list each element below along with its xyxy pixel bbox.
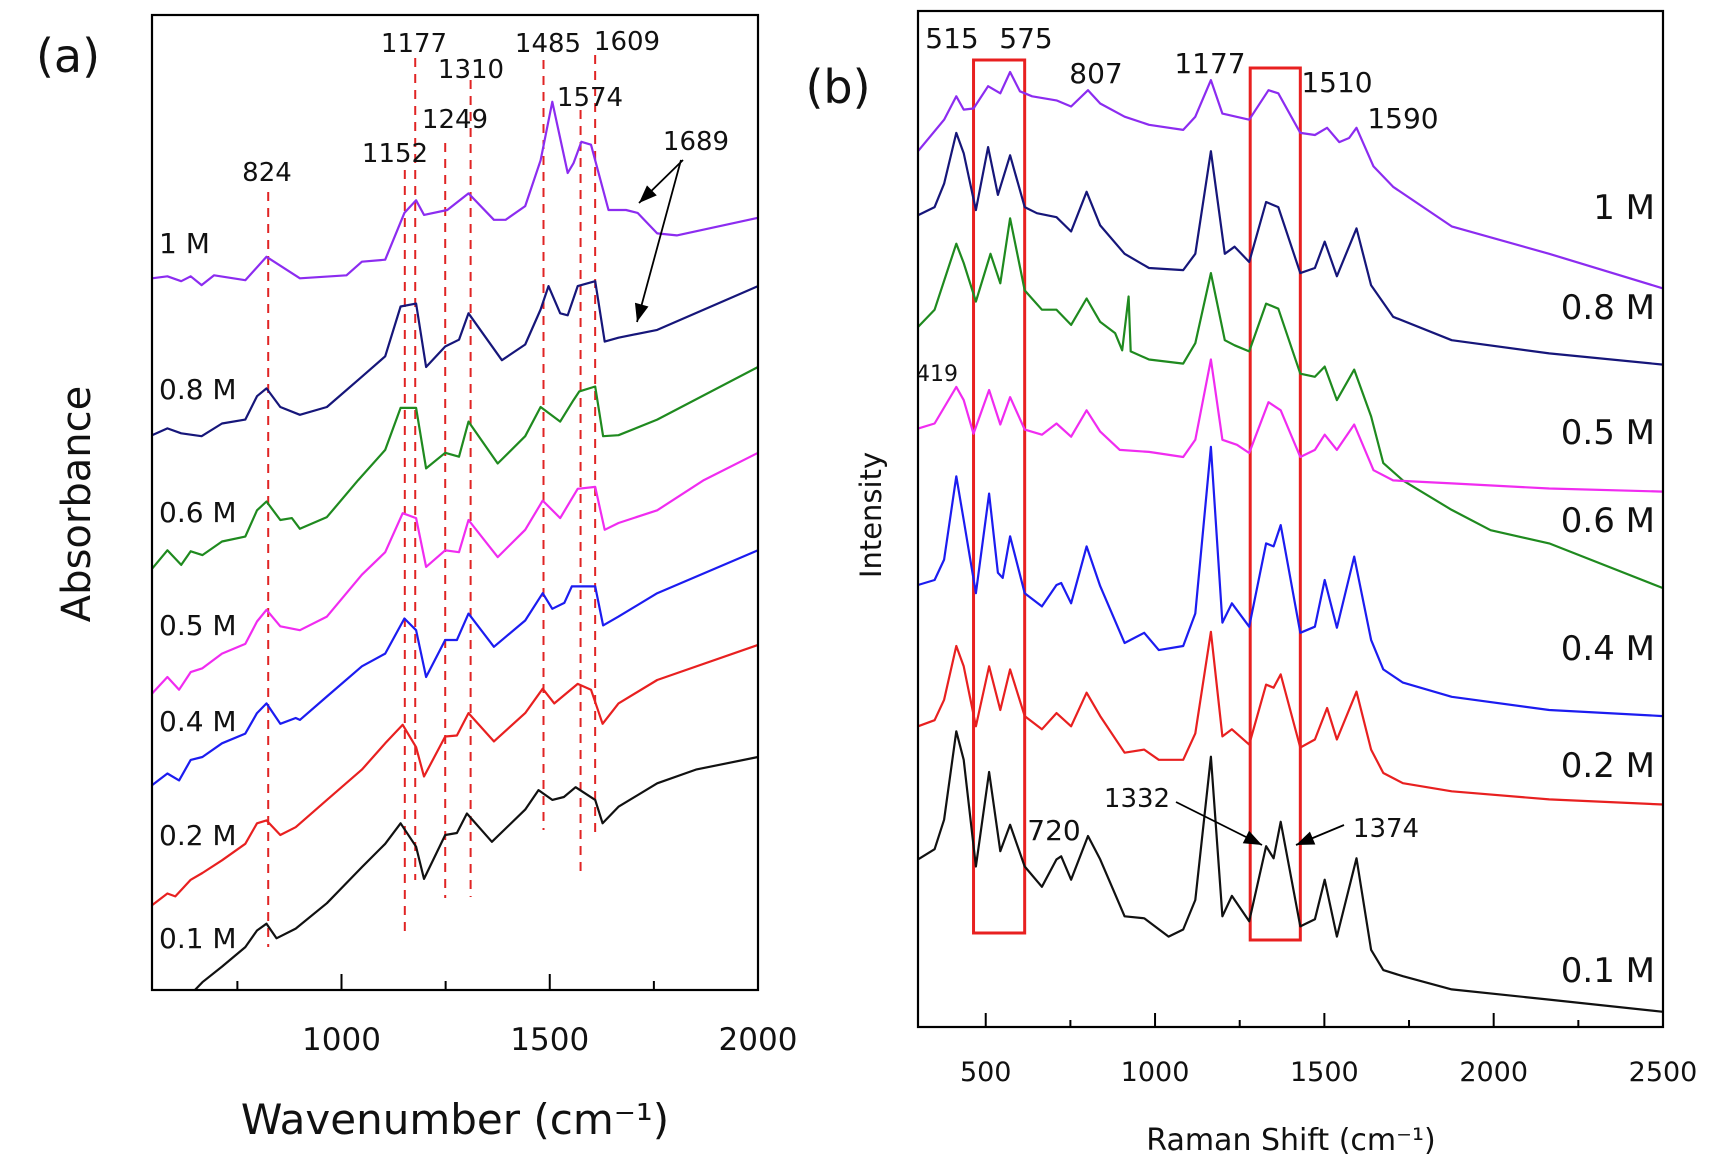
panel-a-label: (a) (36, 29, 100, 83)
panel-a-ftir: (a) Absorbance Wavenumber (cm⁻¹) 1000 150… (36, 13, 798, 1144)
panel-b-x-axis: 500 1000 1500 2000 2500 (960, 1013, 1697, 1088)
panel-b-series-labels: 1 M 0.8 M 0.6 M 0.5 M 0.4 M 0.2 M 0.1 M (1561, 188, 1655, 991)
series-line-02M (151, 643, 759, 907)
panel-b-y-axis-title: Intensity (854, 452, 888, 578)
series-line-04M (917, 445, 1664, 718)
series-line-05M (151, 451, 759, 695)
peak-annotation: 515 (925, 22, 978, 55)
peak-annotation: 575 (999, 22, 1052, 55)
panel-b-x-axis-title: Raman Shift (cm⁻¹) (1146, 1123, 1435, 1158)
arrow-head-icon (634, 302, 649, 322)
series-label: 0.4 M (1561, 629, 1655, 669)
series-label: 0.1 M (159, 922, 237, 955)
x-tick-label: 1000 (1121, 1057, 1190, 1088)
series-label: 1 M (1593, 188, 1655, 228)
series-line-02M (917, 630, 1664, 806)
peak-annotation: 720 (1027, 814, 1080, 847)
series-label: 0.2 M (159, 819, 237, 852)
arrow-head-icon (1296, 831, 1316, 845)
series-label: 0.8 M (1561, 288, 1655, 328)
peak-annotation: 1510 (1301, 66, 1372, 99)
series-line-06M (151, 366, 759, 570)
panel-a-x-axis-title: Wavenumber (cm⁻¹) (241, 1095, 669, 1144)
series-line-1M (151, 100, 759, 287)
series-label: 0.5 M (159, 609, 237, 642)
series-line-08M (151, 280, 759, 438)
series-line-04M (151, 549, 759, 787)
peak-annotation: 807 (1069, 57, 1122, 90)
series-label: 0.8 M (159, 373, 237, 406)
series-line-1M (917, 70, 1664, 290)
series-label: 0.6 M (159, 496, 237, 529)
annotation-arrow (636, 159, 682, 323)
series-label: 0.5 M (1561, 413, 1655, 453)
series-label: 0.2 M (1561, 746, 1655, 786)
peak-annotation: 1485 (515, 29, 581, 59)
panel-a-x-axis: 1000 1500 2000 (236, 974, 798, 1058)
series-line-01M (194, 755, 759, 991)
x-tick-label: 2500 (1629, 1057, 1698, 1088)
panel-a-y-axis-title: Absorbance (54, 386, 100, 622)
panel-a-annotations: 824 1152 1177 1249 1310 1485 1574 1609 1689 (242, 27, 729, 323)
panel-b-highlight-boxes (972, 58, 1302, 942)
highlight-box (1248, 66, 1302, 942)
peak-annotation: 1249 (422, 105, 488, 135)
peak-annotation: 1177 (381, 29, 447, 59)
series-label: 0.1 M (1561, 951, 1655, 991)
panel-b-label: (b) (805, 60, 870, 114)
x-tick-label: 500 (960, 1057, 1012, 1088)
arrow-head-icon (1242, 830, 1262, 845)
series-label: 0.4 M (159, 705, 237, 738)
peak-annotation: 1374 (1353, 814, 1419, 844)
x-tick-label: 1500 (1290, 1057, 1359, 1088)
series-label: 0.6 M (1561, 501, 1655, 541)
series-label: 1 M (159, 227, 210, 260)
arrow-head-icon (639, 185, 657, 203)
panel-a-series (151, 100, 759, 991)
panel-b-raman: (b) Intensity Raman Shift (cm⁻¹) 500 1000… (805, 9, 1697, 1158)
panel-b-plot-frame (916, 9, 1665, 1029)
peak-annotation: 1574 (557, 83, 623, 113)
peak-annotation: 1152 (362, 139, 428, 169)
x-tick-label: 2000 (1459, 1057, 1528, 1088)
peak-annotation: 1590 (1367, 102, 1438, 135)
peak-annotation: 1177 (1174, 47, 1245, 80)
highlight-box (972, 58, 1027, 935)
x-tick-label: 2000 (719, 1022, 798, 1058)
peak-annotation: 1609 (594, 27, 660, 57)
series-line-01M (917, 730, 1664, 1013)
peak-annotation: 1689 (663, 127, 729, 157)
x-tick-label: 1000 (302, 1022, 381, 1058)
panel-a-plot-frame (150, 13, 760, 992)
peak-annotation: 419 (916, 362, 958, 387)
series-line-08M (917, 131, 1664, 366)
series-line-06M (917, 217, 1664, 590)
panel-a-series-labels: 1 M 0.8 M 0.6 M 0.5 M 0.4 M 0.2 M 0.1 M (159, 227, 237, 955)
panel-a-peak-lines (267, 55, 597, 947)
peak-annotation: 1332 (1104, 784, 1170, 814)
x-tick-label: 1500 (510, 1022, 589, 1058)
panel-b-series (917, 70, 1664, 1013)
peak-annotation: 824 (242, 158, 292, 188)
series-line-05M (917, 358, 1664, 493)
peak-annotation: 1310 (438, 55, 504, 85)
